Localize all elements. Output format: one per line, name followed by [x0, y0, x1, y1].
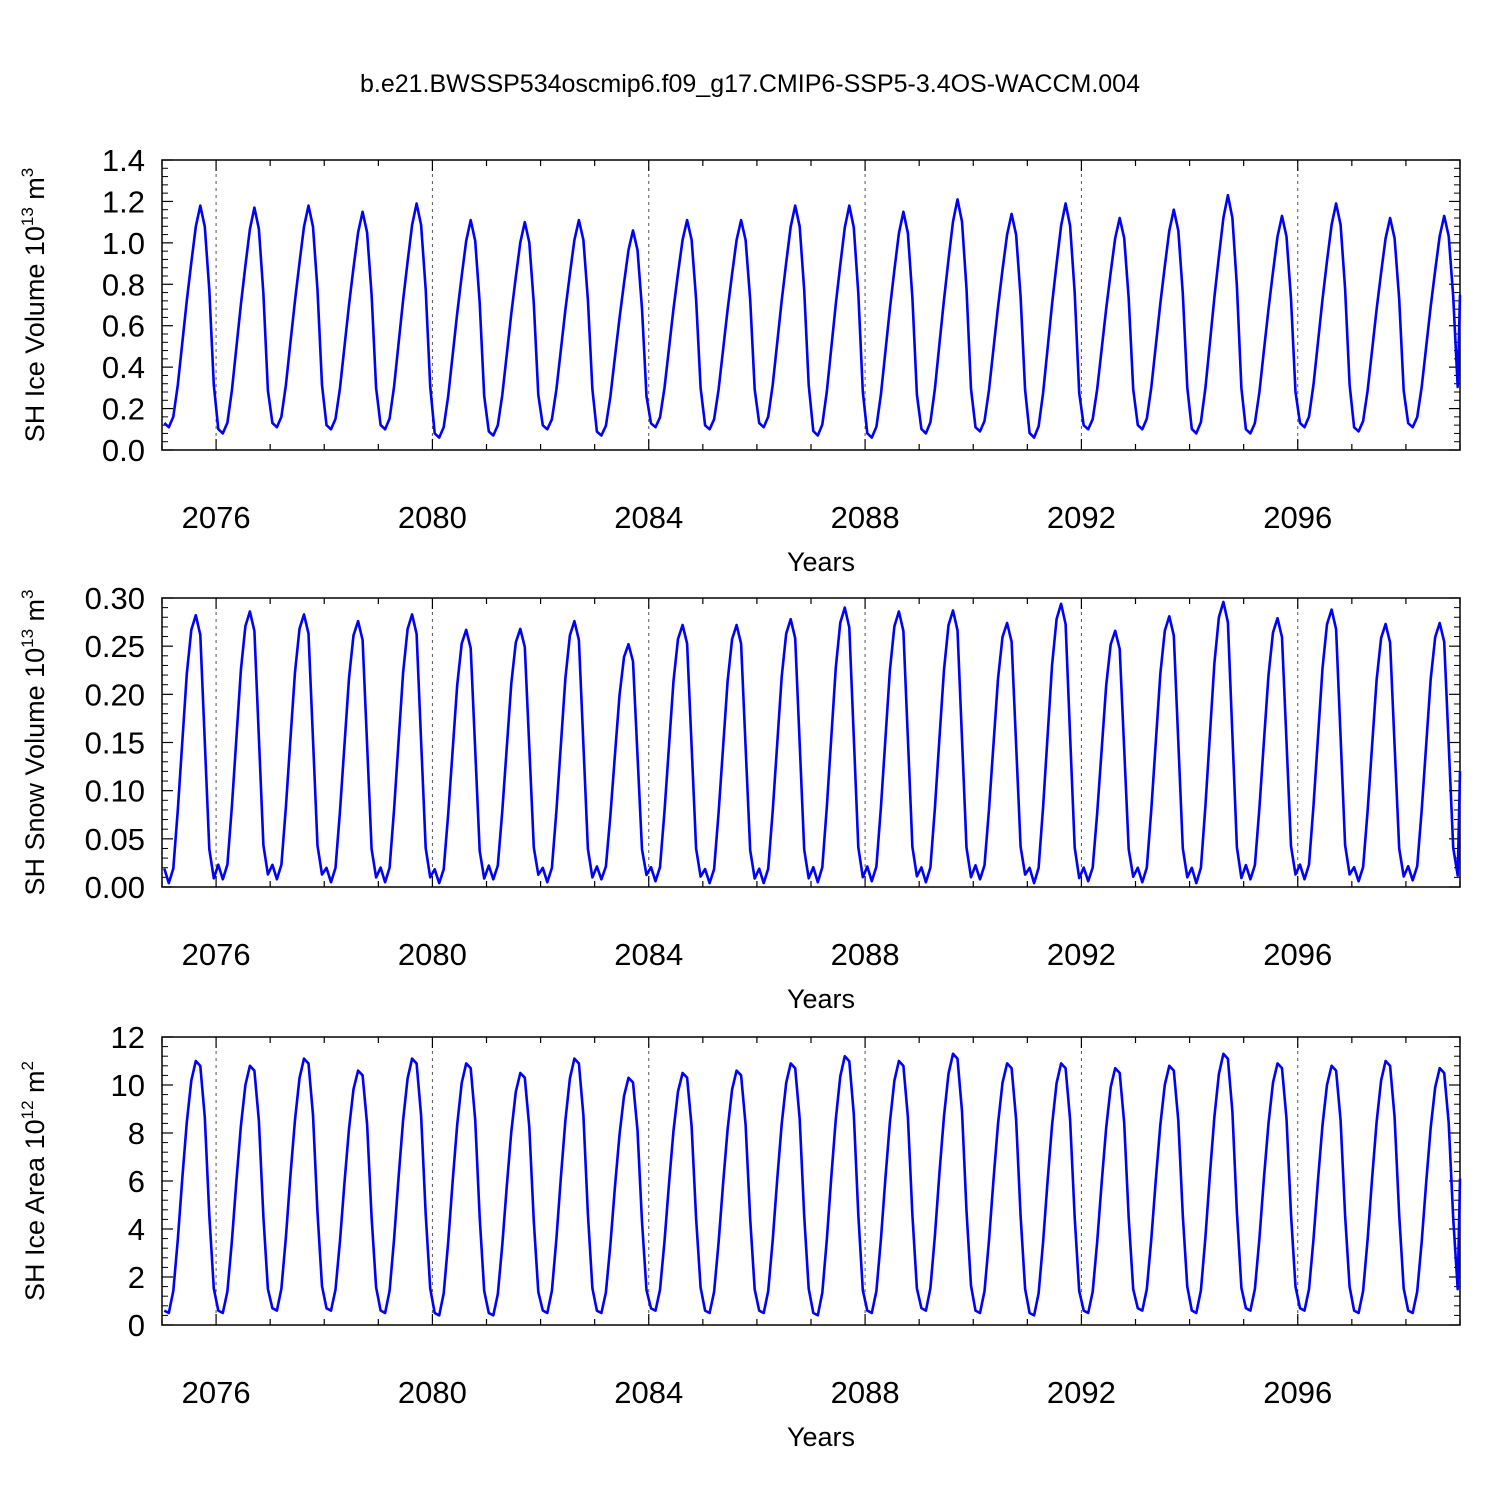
y-tick-label: 8 [128, 1116, 145, 1151]
x-tick-label: 2084 [614, 1375, 683, 1410]
panel-snow-volume: 2076 2080 2084 2088 2092 2096 0.00 0.05 0.10 0.15… [18, 581, 1462, 1014]
y-tick-label: 0.2 [102, 392, 145, 427]
y-tick-label: 0.05 [85, 822, 145, 857]
x-tick-label: 2096 [1263, 500, 1332, 535]
x-tick-label: 2084 [614, 937, 683, 972]
y-axis-title: SH Ice Area 1012 m2 [18, 1061, 50, 1301]
y-tick-label: 0.0 [102, 433, 145, 468]
y-tick-label: 0.4 [102, 350, 145, 385]
x-tick-label: 2096 [1263, 1375, 1332, 1410]
y-tick-label: 0.8 [102, 267, 145, 302]
y-tick-label: 0.00 [85, 870, 145, 905]
x-axis-title: Years [787, 547, 855, 577]
x-tick-label: 2088 [831, 937, 900, 972]
series-line [163, 1052, 1462, 1317]
x-tick-label: 2076 [182, 1375, 251, 1410]
y-tick-label: 0.30 [85, 581, 145, 616]
y-tick-label: 1.4 [102, 143, 145, 178]
x-tick-label: 2076 [182, 937, 251, 972]
x-tick-label: 2088 [831, 500, 900, 535]
panel-ice-area: 2076 2080 2084 2088 2092 2096 0 2 4 6 8 10 12 Years SH… [18, 1020, 1462, 1452]
y-tick-label: 0.15 [85, 726, 145, 761]
x-axis-title: Years [787, 984, 855, 1014]
x-tick-label: 2088 [831, 1375, 900, 1410]
y-tick-label: 6 [128, 1164, 145, 1199]
series-line [163, 600, 1462, 885]
y-tick-label: 10 [111, 1068, 145, 1103]
x-tick-label: 2092 [1047, 1375, 1116, 1410]
y-axis-title: SH Ice Volume 1013 m3 [18, 168, 50, 443]
plot-frame [161, 597, 1461, 888]
x-tick-label: 2080 [398, 500, 467, 535]
y-tick-label: 2 [128, 1260, 145, 1295]
figure-title: b.e21.BWSSP534oscmip6.f09_g17.CMIP6-SSP5… [360, 70, 1140, 98]
x-tick-label: 2080 [398, 1375, 467, 1410]
panel-ice-volume: 2076 2080 2084 2088 2092 2096 0.0 0.2 0.4 0.6 0.8 1… [18, 143, 1462, 577]
y-tick-label: 0.6 [102, 309, 145, 344]
y-axis-title: SH Snow Volume 1013 m3 [18, 589, 50, 895]
x-tick-label: 2096 [1263, 937, 1332, 972]
y-tick-label: 0.20 [85, 677, 145, 712]
y-tick-label: 4 [128, 1212, 145, 1247]
y-tick-label: 0.25 [85, 629, 145, 664]
x-tick-label: 2076 [182, 500, 251, 535]
series-line [163, 193, 1462, 439]
x-tick-label: 2092 [1047, 500, 1116, 535]
x-tick-label: 2092 [1047, 937, 1116, 972]
y-tick-label: 1.0 [102, 226, 145, 261]
x-axis-title: Years [787, 1422, 855, 1452]
y-tick-label: 0 [128, 1308, 145, 1343]
x-tick-label: 2080 [398, 937, 467, 972]
y-tick-label: 0.10 [85, 774, 145, 809]
y-tick-label: 12 [111, 1020, 145, 1055]
y-tick-label: 1.2 [102, 184, 145, 219]
x-tick-label: 2084 [614, 500, 683, 535]
